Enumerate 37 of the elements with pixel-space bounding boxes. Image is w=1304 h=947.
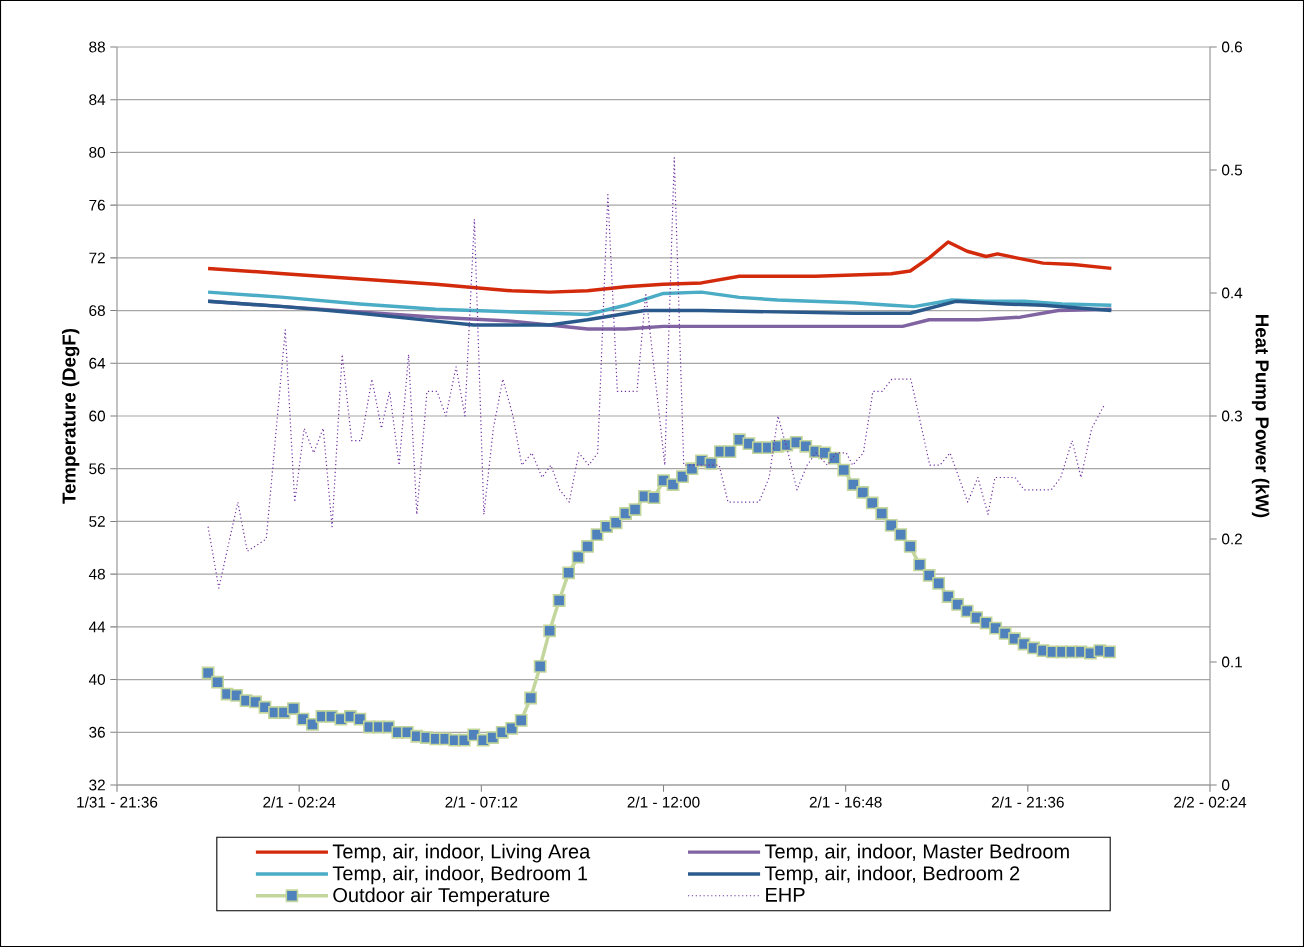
legend-label: Temp, air, indoor, Bedroom 1 [332,865,588,885]
y2-tick-label: 0.4 [1222,287,1243,299]
x-tick-label: 2/2 - 02:24 [1174,796,1247,808]
y-tick-label: 36 [89,726,105,738]
y2-tick-label: 0.3 [1222,410,1243,422]
x-tick-label: 2/1 - 02:24 [263,796,336,808]
y-tick-label: 80 [89,147,106,158]
x-tick-label: 1/31 - 21:36 [77,796,158,808]
x-tick-label: 2/1 - 21:36 [991,796,1064,808]
y-tick-label: 44 [88,621,106,633]
x-tick-label: 2/1 - 16:48 [809,796,882,808]
y2-tick-label: 0.6 [1222,41,1243,53]
y2-tick-label: 0.5 [1222,164,1243,176]
y-tick-label: 32 [89,779,105,791]
y-tick-label: 76 [89,199,105,211]
y2-axis-title: Heat Pump Power (kW) [1251,315,1270,518]
y-tick-label: 52 [89,516,105,527]
y2-tick-label: 0.2 [1222,533,1242,545]
x-tick-label: 2/1 - 12:00 [627,796,700,808]
legend-label: Temp, air, indoor, Living Area [332,843,591,863]
y-tick-label: 88 [89,41,105,53]
y-tick-label: 60 [89,410,106,422]
y-tick-label: 64 [89,357,106,369]
legend-label: Temp, air, indoor, Bedroom 2 [764,865,1020,885]
x-tick-label: 2/1 - 07:12 [445,796,518,808]
legend-label: Outdoor air Temperature [333,887,550,907]
y-tick-label: 72 [89,252,105,264]
y-tick-label: 56 [89,463,105,475]
y-tick-label: 40 [88,674,106,685]
y-tick-label: 84 [89,94,106,106]
y-tick-label: 68 [89,305,105,316]
y2-tick-label: 0.1 [1222,656,1242,668]
y2-tick-label: 0 [1222,779,1230,791]
legend-label: Temp, air, indoor, Master Bedroom [764,843,1069,863]
y-tick-label: 48 [88,568,105,580]
y-axis-title: Temperature (DegF) [61,328,80,504]
legend-label: EHP [766,887,805,902]
